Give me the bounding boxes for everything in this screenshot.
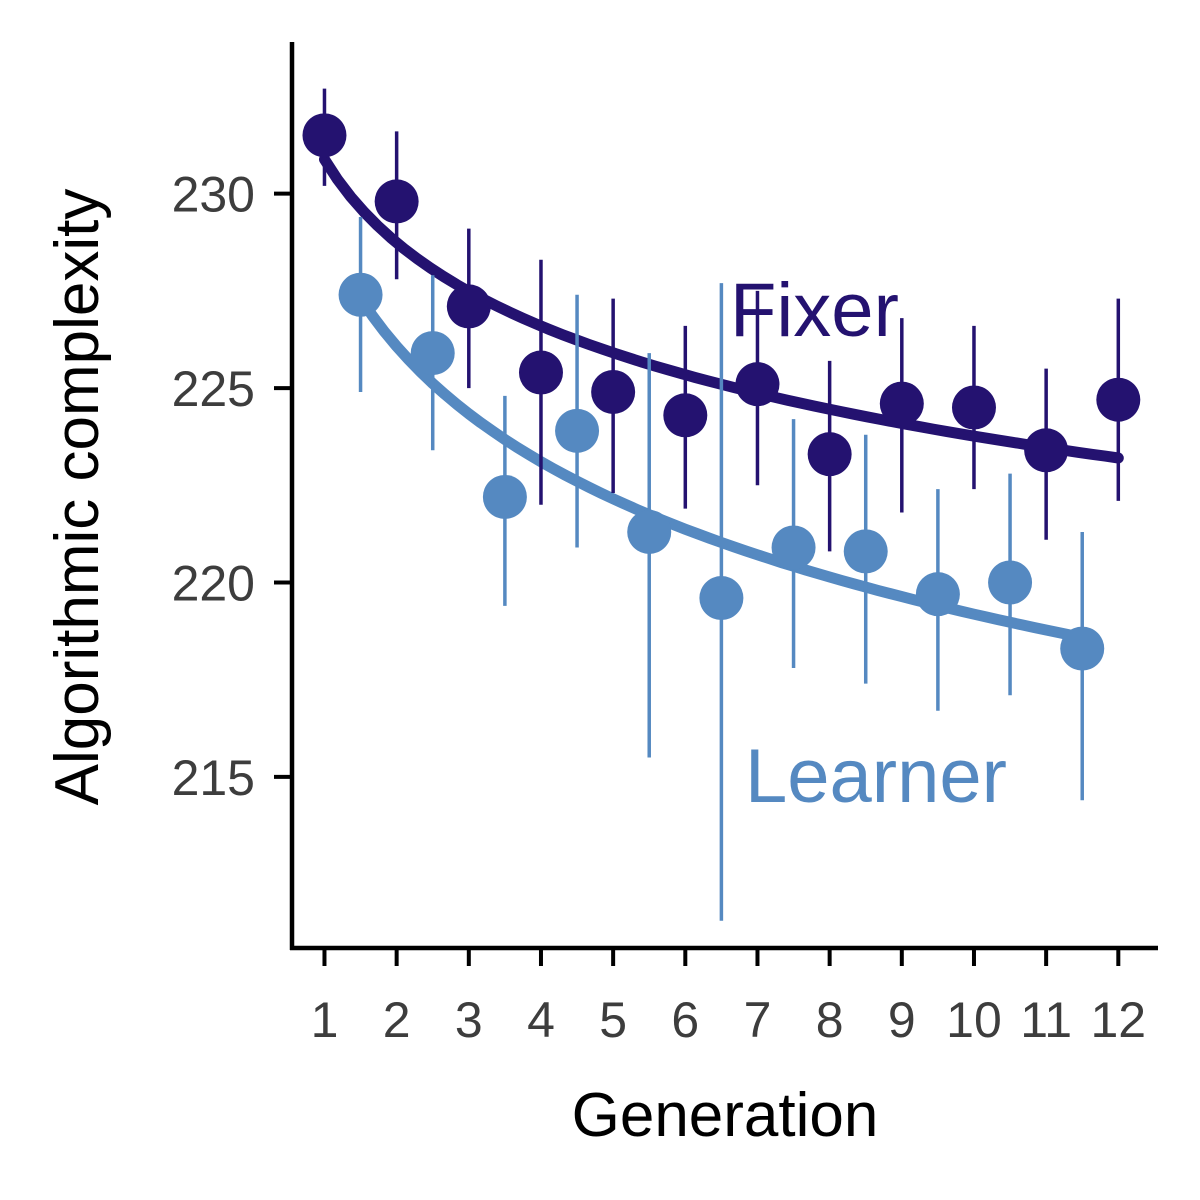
learner-point <box>771 525 816 570</box>
fixer-point <box>518 350 563 395</box>
fixer-point <box>951 385 996 430</box>
learner-series-label: Learner <box>745 734 1007 819</box>
fixer-point <box>663 393 708 438</box>
x-tick-label: 10 <box>946 992 1002 1048</box>
x-tick-label: 8 <box>816 992 844 1048</box>
y-tick-label: 230 <box>172 167 255 223</box>
learner-point <box>699 576 744 621</box>
fixer-point <box>1096 377 1141 422</box>
x-tick-label: 12 <box>1090 992 1146 1048</box>
series-labels: Fixer Learner <box>730 268 1007 819</box>
x-tick-label: 3 <box>455 992 483 1048</box>
x-ticks: 1 2 3 4 5 6 7 8 9 10 11 12 <box>311 948 1146 1048</box>
y-axis-title: Algorithmic complexity <box>43 189 112 806</box>
y-ticks: 215 220 225 230 <box>172 167 292 806</box>
learner-point <box>555 408 600 453</box>
x-tick-label: 2 <box>383 992 411 1048</box>
learner-point <box>482 474 527 519</box>
learner-point <box>627 509 672 554</box>
x-axis-title: Generation <box>572 1081 879 1150</box>
x-tick-label: 1 <box>311 992 339 1048</box>
fixer-point <box>446 284 491 329</box>
fixer-point <box>807 432 852 477</box>
x-tick-label: 5 <box>599 992 627 1048</box>
fixer-point <box>302 113 347 158</box>
x-tick-label: 6 <box>671 992 699 1048</box>
learner-point <box>988 560 1033 605</box>
x-tick-label: 7 <box>744 992 772 1048</box>
plot-area <box>302 88 1141 921</box>
fixer-point <box>374 179 419 224</box>
learner-point <box>410 331 455 376</box>
data-points <box>302 113 1141 671</box>
y-tick-label: 215 <box>172 750 255 806</box>
x-tick-label: 4 <box>527 992 555 1048</box>
y-tick-label: 225 <box>172 361 255 417</box>
learner-point <box>843 529 888 574</box>
y-tick-label: 220 <box>172 555 255 611</box>
fixer-series-label: Fixer <box>730 268 899 353</box>
fixer-point <box>591 369 636 414</box>
fixer-point <box>735 362 780 407</box>
learner-point <box>915 572 960 617</box>
fixer-point <box>879 381 924 426</box>
learner-point <box>1060 626 1105 671</box>
learner-point <box>338 272 383 317</box>
x-tick-label: 11 <box>1020 992 1072 1048</box>
fixer-point <box>1024 428 1069 473</box>
x-tick-label: 9 <box>888 992 916 1048</box>
